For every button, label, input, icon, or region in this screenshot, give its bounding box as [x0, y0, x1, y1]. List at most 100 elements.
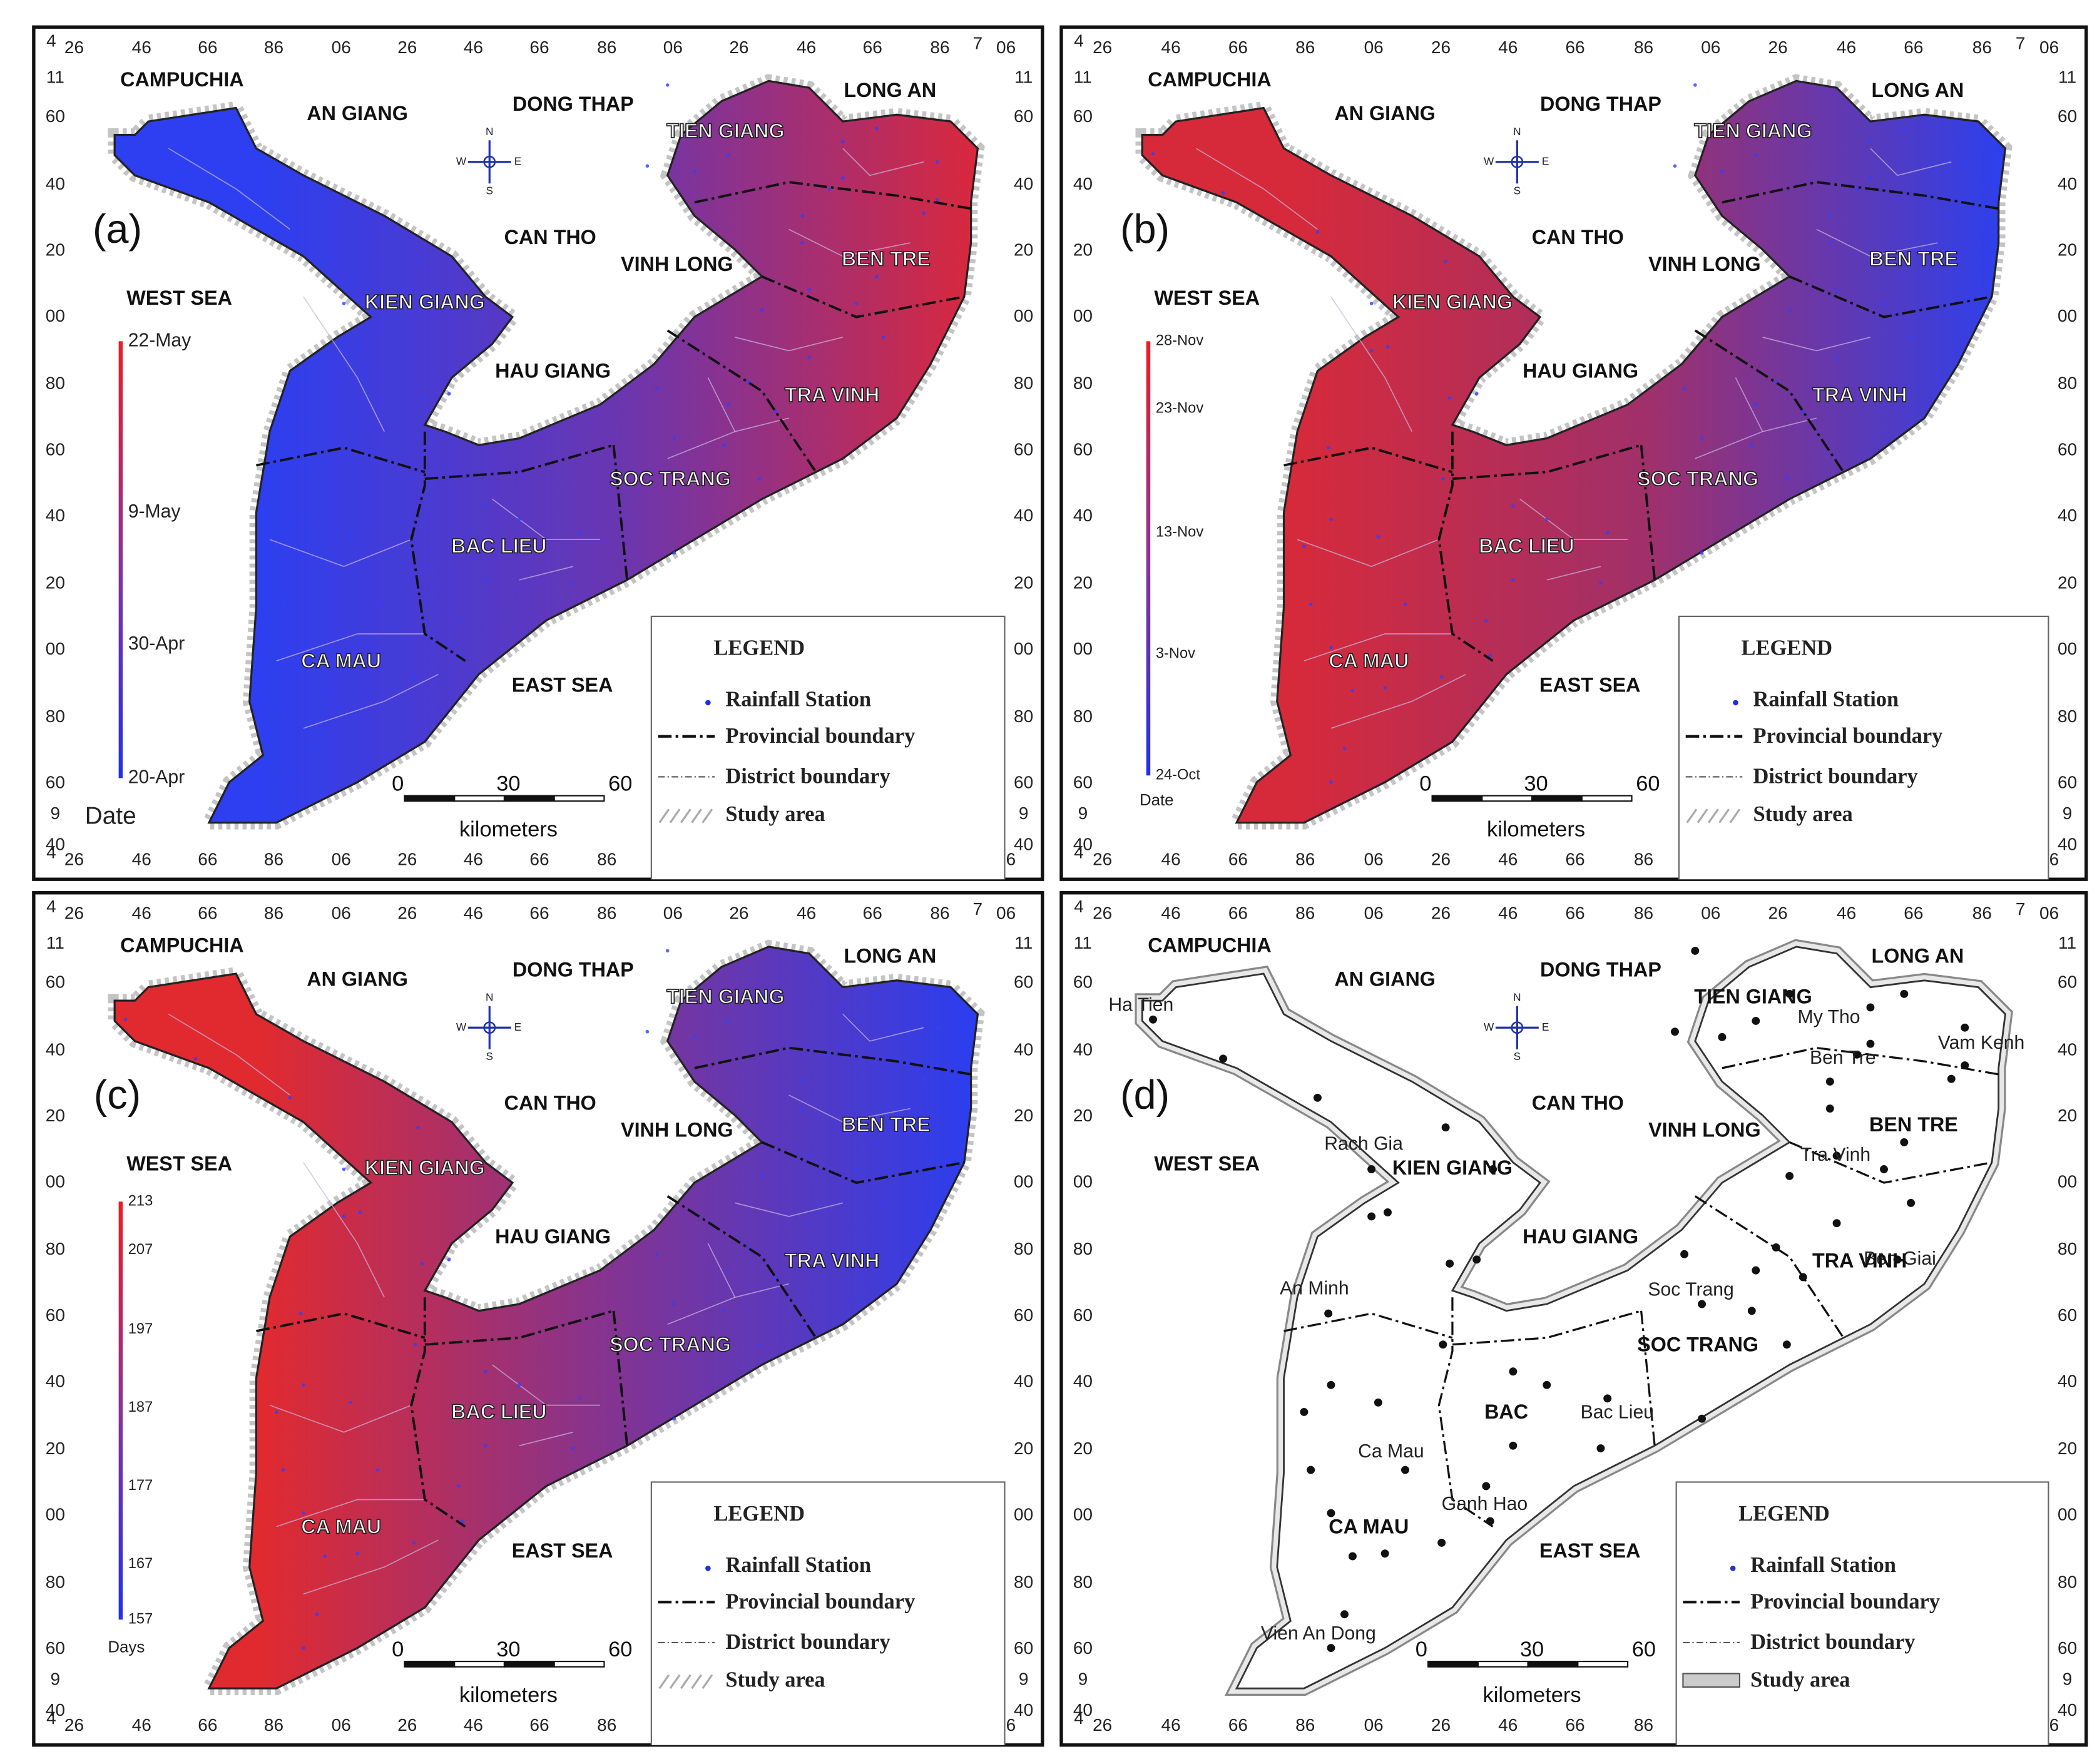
rainfall-station — [349, 1400, 353, 1405]
provincial-boundary — [256, 446, 426, 474]
region-label: DONG THAP — [513, 93, 634, 115]
y-tick-label: 40 — [46, 1039, 65, 1059]
legend-study-symbol — [1682, 1673, 1741, 1688]
rainfall-station — [1603, 1394, 1612, 1403]
legend-study-symbol — [680, 1674, 691, 1690]
x-tick-label: 06 — [663, 38, 683, 57]
rainfall-station — [274, 544, 278, 548]
scale-bar-segment — [1531, 795, 1583, 802]
scale-label: 60 — [1632, 1638, 1656, 1661]
district-boundary — [842, 148, 924, 176]
scale-bar-segment — [1431, 795, 1483, 802]
legend-item: Rainfall Station — [725, 1553, 871, 1577]
compass-center — [483, 1021, 496, 1034]
rainfall-station — [1511, 578, 1515, 582]
compass-label: S — [1514, 185, 1521, 197]
legend-station-symbol — [1733, 700, 1738, 706]
rainfall-station — [302, 645, 305, 650]
rainfall-station — [726, 1019, 730, 1023]
y-tick-label: 60 — [46, 106, 65, 126]
rainfall-station — [358, 345, 362, 349]
region-label: CAMPUCHIA — [120, 934, 243, 956]
x-tick-label: 66 — [529, 38, 549, 57]
district-boundary — [1816, 228, 1938, 257]
rainfall-station — [1313, 1093, 1322, 1102]
scale-bar-segment — [1577, 1661, 1629, 1668]
x-tick-label: 86 — [930, 904, 949, 923]
legend-item: Provincial boundary — [725, 1589, 915, 1613]
district-boundary — [1196, 148, 1318, 230]
x-tick-label: 06 — [1364, 849, 1384, 869]
rainfall-station — [693, 1035, 696, 1039]
rainfall-station — [1300, 1407, 1309, 1416]
station-label: Soc Trang — [1648, 1279, 1733, 1300]
y-tick-label: 40 — [1014, 174, 1033, 193]
legend-study-symbol — [658, 1674, 670, 1690]
rainfall-station — [1902, 275, 1906, 278]
rainfall-station — [1900, 989, 1909, 998]
district-boundary — [269, 539, 412, 568]
rainfall-station — [1752, 1266, 1760, 1275]
provincial-boundary — [256, 1312, 426, 1339]
district-boundary — [1519, 498, 1628, 540]
region-label: TRA VINH — [785, 1250, 879, 1272]
compass-center — [1511, 1021, 1524, 1034]
provincial-boundary — [694, 1046, 974, 1076]
y-tick-label: 11 — [1074, 933, 1092, 952]
region-label: CA MAU — [301, 650, 381, 672]
rainfall-station — [349, 535, 353, 539]
rainfall-station — [672, 436, 676, 441]
rainfall-station — [1491, 302, 1495, 305]
rainfall-station — [935, 198, 939, 201]
legend-study-symbol — [680, 808, 691, 823]
x-tick-label: 66 — [1228, 904, 1248, 923]
legend-study-symbol — [669, 1674, 681, 1690]
map-panel: 26 46 66 86 06 26 46 66 86 06 26 46 66 86 7 06 4 26 46 66 86… — [32, 891, 1044, 1747]
y-tick-label: 80 — [1073, 1239, 1093, 1258]
rainfall-station — [645, 164, 650, 168]
x-tick-label: 66 — [1565, 904, 1584, 923]
legend-study-symbol — [702, 808, 713, 823]
rainfall-station — [1900, 1138, 1909, 1146]
y-tick-label: 40 — [1073, 174, 1093, 193]
x-tick-label: 86 — [1295, 904, 1315, 923]
y-tick-label: 11 — [1014, 68, 1033, 87]
x-tick-label: 06 — [1701, 904, 1720, 923]
corner-label: 4 — [46, 31, 56, 50]
district-boundary — [1546, 566, 1601, 581]
rainfall-station — [922, 1077, 926, 1081]
y-tick-label: 40 — [1073, 506, 1093, 525]
rainfall-station — [1369, 302, 1374, 305]
rainfall-station — [1219, 1054, 1228, 1063]
x-tick-label: 26 — [1431, 904, 1451, 923]
x-tick-label: 06 — [1364, 38, 1384, 57]
compass-label: S — [486, 1050, 493, 1063]
rainfall-station — [726, 1268, 730, 1272]
region-label: KIEN GIANG — [1392, 291, 1513, 314]
scale-label: 0 — [392, 1638, 404, 1661]
x-tick-label: 46 — [1837, 38, 1856, 57]
y-tick-label: 00 — [46, 1171, 65, 1191]
x-tick-label: 06 — [1364, 904, 1384, 923]
rainfall-station — [1774, 380, 1778, 384]
rainfall-station — [1327, 1644, 1335, 1652]
y-tick-label: 40 — [46, 506, 65, 525]
x-tick-label: 46 — [132, 904, 151, 923]
rainfall-station — [461, 653, 464, 658]
rainfall-station — [827, 1053, 832, 1057]
rainfall-station — [1439, 1340, 1447, 1349]
x-tick-label: 66 — [198, 1715, 217, 1735]
compass-label: N — [486, 991, 493, 1003]
rainfall-station — [461, 1519, 464, 1523]
rainfall-station — [288, 230, 292, 234]
y-tick-label: 60 — [1073, 1305, 1093, 1325]
rainfall-station — [922, 211, 926, 215]
region-label: EAST SEA — [1539, 674, 1641, 696]
rainfall-station — [315, 747, 319, 750]
rainfall-station — [645, 1029, 650, 1034]
rainfall-station — [412, 675, 416, 679]
rainfall-station — [693, 170, 696, 173]
rainfall-station — [1902, 126, 1906, 130]
scale-label: 30 — [496, 1638, 520, 1661]
rainfall-station — [874, 275, 879, 278]
